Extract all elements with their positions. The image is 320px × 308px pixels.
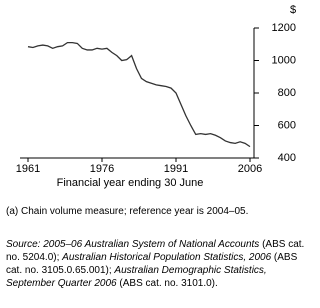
source-text: (ABS cat. no. 5204.0); [6, 239, 305, 263]
source-text: Australian Demographic Statistics, Septe… [6, 265, 267, 289]
x-tick-label: 1991 [164, 163, 188, 175]
y-unit: $ [290, 4, 296, 16]
y-tick-label: 1000 [272, 54, 296, 66]
y-tick-label: 1200 [272, 22, 296, 34]
source-text: Source: 2005–06 Australian System of Nat… [6, 239, 260, 250]
chart: $ Financial year ending 30 June 400 600 80… [16, 4, 296, 189]
source-text: (ABS cat. no. 3105.0.65.001); [6, 252, 298, 276]
x-tick-label: 1961 [16, 163, 40, 175]
source-text: (ABS cat. no. 3101.0). [116, 278, 218, 289]
x-tick-label: 1976 [90, 163, 114, 175]
footnote: (a) Chain volume measure; reference year… [6, 206, 249, 217]
x-axis-label: Financial year ending 30 June [57, 177, 204, 189]
source: Source: 2005–06 Australian System of Nat… [6, 238, 306, 290]
page: {"chart_data": {"type": "line", "y_unit"… [6, 3, 306, 290]
y-tick-label: 800 [278, 87, 296, 99]
y-tick-label: 400 [278, 152, 296, 164]
y-tick-label: 600 [278, 119, 296, 131]
x-tick-label: 2006 [238, 163, 262, 175]
data-line [27, 41, 251, 148]
source-text: Australian Historical Population Statist… [62, 252, 272, 263]
